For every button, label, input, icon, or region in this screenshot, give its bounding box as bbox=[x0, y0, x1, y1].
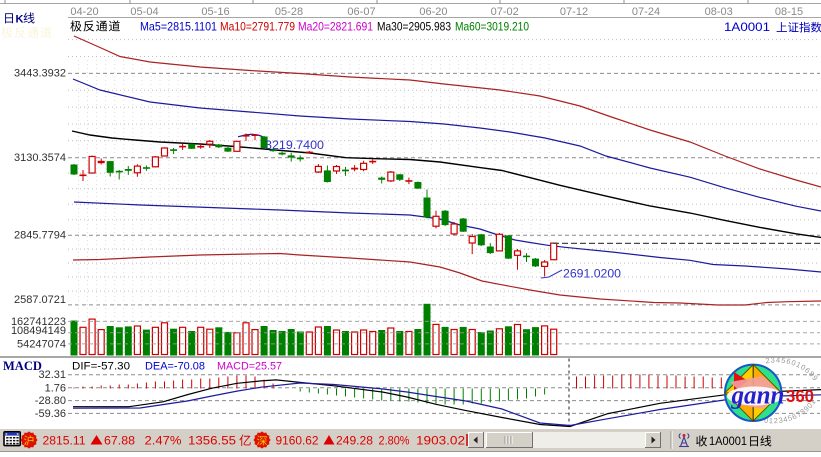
svg-text:-59.36: -59.36 bbox=[35, 408, 66, 420]
svg-text:08-15: 08-15 bbox=[775, 6, 803, 18]
svg-text:2.47%: 2.47% bbox=[145, 436, 182, 448]
svg-text:Ma10=2791.779: Ma10=2791.779 bbox=[220, 20, 295, 34]
svg-text:MACD: MACD bbox=[3, 359, 42, 373]
svg-text:Ma60=3019.210: Ma60=3019.210 bbox=[455, 20, 529, 34]
svg-text:-28.80: -28.80 bbox=[35, 395, 66, 407]
svg-text:DEA=-70.08: DEA=-70.08 bbox=[145, 361, 205, 373]
svg-text:K: K bbox=[16, 14, 24, 26]
svg-text:1903.02: 1903.02 bbox=[416, 436, 465, 448]
svg-text:2691.0200: 2691.0200 bbox=[563, 267, 621, 281]
svg-text:162741223: 162741223 bbox=[11, 316, 66, 328]
svg-text:08-03: 08-03 bbox=[705, 6, 733, 18]
svg-text:360: 360 bbox=[786, 386, 814, 406]
svg-text:54247074: 54247074 bbox=[17, 339, 66, 351]
svg-text:2587.0721: 2587.0721 bbox=[14, 294, 66, 306]
svg-text:Ma20=2821.691: Ma20=2821.691 bbox=[298, 20, 373, 34]
svg-text:06-20: 06-20 bbox=[419, 6, 447, 18]
svg-text:32.31: 32.31 bbox=[38, 369, 66, 381]
svg-text:07-24: 07-24 bbox=[632, 6, 660, 18]
svg-text:249.28: 249.28 bbox=[336, 436, 373, 448]
svg-text:07-02: 07-02 bbox=[491, 6, 519, 18]
svg-text:05-28: 05-28 bbox=[275, 6, 303, 18]
svg-text:DIF=-57.30: DIF=-57.30 bbox=[72, 361, 130, 373]
svg-text:1.76: 1.76 bbox=[45, 382, 66, 394]
svg-text:1356.55: 1356.55 bbox=[188, 436, 236, 448]
svg-text:06-07: 06-07 bbox=[347, 6, 375, 18]
svg-text:108494149: 108494149 bbox=[11, 325, 66, 337]
svg-text:05-04: 05-04 bbox=[130, 6, 158, 18]
svg-text:3130.3574: 3130.3574 bbox=[14, 152, 66, 164]
svg-text:67.88: 67.88 bbox=[104, 436, 135, 448]
svg-text:2815.11: 2815.11 bbox=[43, 436, 86, 448]
svg-text:1A0001: 1A0001 bbox=[709, 434, 747, 448]
svg-text:Ma30=2905.983: Ma30=2905.983 bbox=[377, 20, 451, 34]
svg-text:2.80%: 2.80% bbox=[379, 436, 410, 448]
svg-text:MACD=25.57: MACD=25.57 bbox=[217, 361, 282, 373]
svg-text:gann: gann bbox=[731, 381, 785, 410]
svg-text:1A0001: 1A0001 bbox=[724, 20, 770, 34]
svg-text:07-12: 07-12 bbox=[560, 6, 588, 18]
svg-text:2845.7794: 2845.7794 bbox=[14, 230, 66, 242]
svg-text:3219.7400: 3219.7400 bbox=[265, 138, 324, 152]
svg-text:05-16: 05-16 bbox=[201, 6, 229, 18]
svg-text:04-20: 04-20 bbox=[70, 6, 98, 18]
svg-text:9160.62: 9160.62 bbox=[276, 436, 319, 448]
svg-text:Ma5=2815.1101: Ma5=2815.1101 bbox=[140, 20, 217, 34]
svg-text:3443.3932: 3443.3932 bbox=[14, 68, 66, 80]
